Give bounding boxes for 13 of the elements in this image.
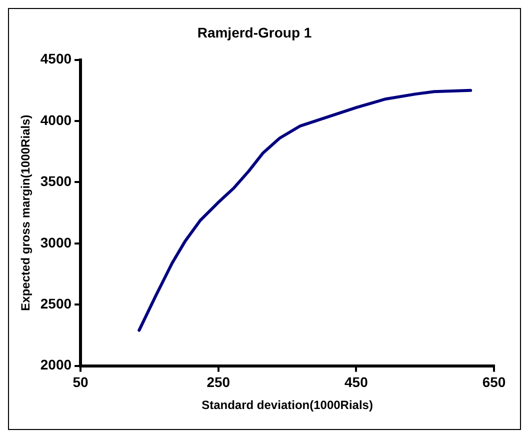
chart-title: Ramjerd-Group 1: [197, 24, 312, 40]
y-tick-label: 4000: [40, 112, 72, 128]
x-tick-label: 650: [482, 374, 506, 390]
y-tick-label: 4500: [40, 50, 72, 67]
y-axis-title: Expected gross margin(1000Rials): [18, 114, 33, 311]
x-tick-label: 250: [206, 374, 230, 390]
y-tick-label: 3500: [40, 173, 72, 190]
y-tick-label: 3000: [40, 234, 72, 250]
y-tick-label: 2000: [40, 356, 72, 373]
x-tick-label: 50: [72, 374, 89, 390]
x-tick-label: 450: [344, 374, 368, 390]
y-tick-label: 2500: [40, 295, 72, 312]
x-axis-title: Standard deviation(1000Rials): [202, 398, 373, 412]
